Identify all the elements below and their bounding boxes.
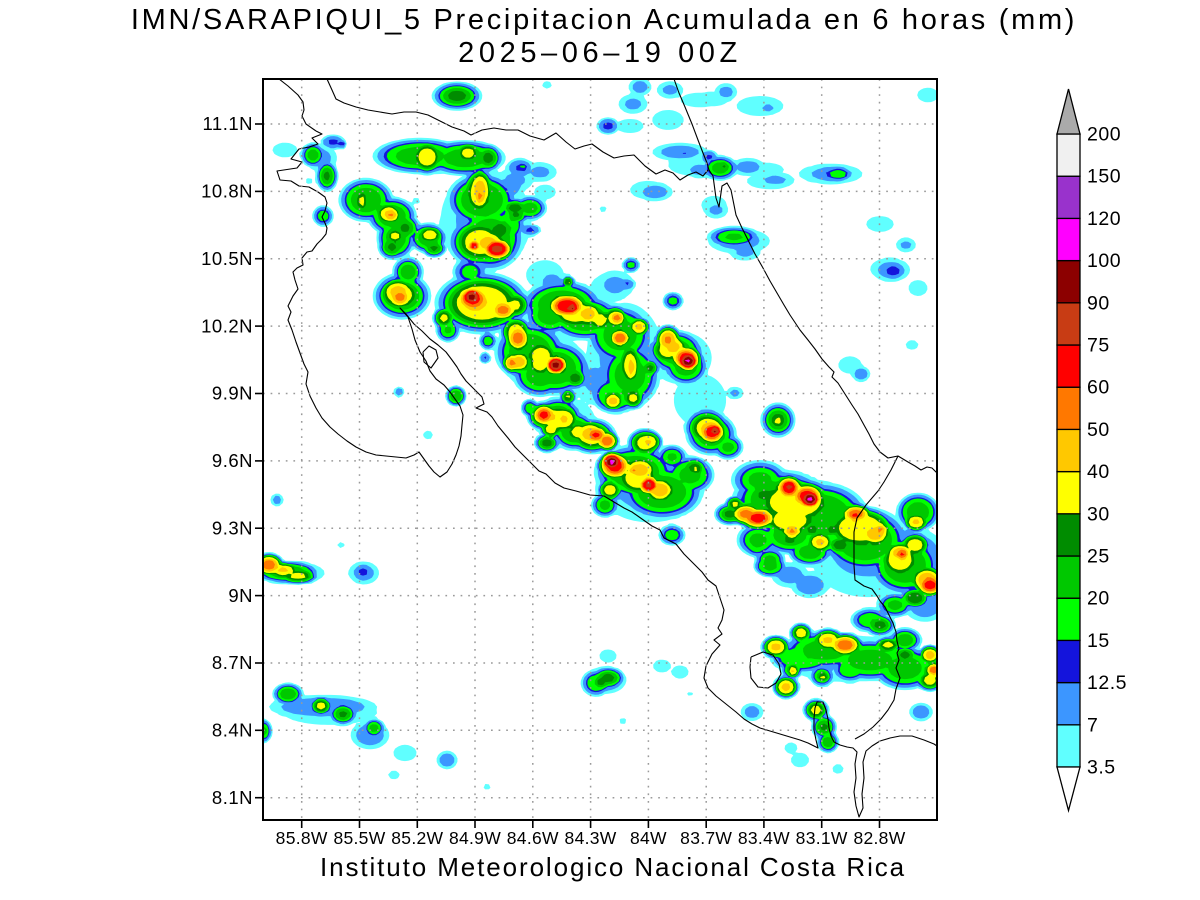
- svg-text:IMN/SARAPIQUI_5 Precipitacion: IMN/SARAPIQUI_5 Precipitacion Acumulada …: [131, 4, 1077, 36]
- svg-text:30: 30: [1087, 503, 1110, 525]
- svg-text:200: 200: [1087, 124, 1121, 146]
- svg-text:85.8W: 85.8W: [276, 828, 328, 848]
- svg-text:85.5W: 85.5W: [333, 828, 385, 848]
- svg-text:9.6N: 9.6N: [212, 450, 253, 471]
- svg-text:84.9W: 84.9W: [449, 828, 501, 848]
- svg-text:15: 15: [1087, 630, 1110, 652]
- svg-text:10.5N: 10.5N: [201, 248, 253, 269]
- svg-text:25: 25: [1087, 546, 1110, 568]
- svg-text:82.8W: 82.8W: [853, 828, 905, 848]
- svg-text:100: 100: [1087, 250, 1121, 272]
- svg-text:12.5: 12.5: [1087, 672, 1127, 694]
- svg-text:Instituto Meteorologico Nacion: Instituto Meteorologico Nacional Costa R…: [320, 852, 906, 882]
- svg-text:85.2W: 85.2W: [391, 828, 443, 848]
- svg-text:84.6W: 84.6W: [507, 828, 559, 848]
- svg-text:90: 90: [1087, 292, 1110, 314]
- svg-text:8.7N: 8.7N: [212, 652, 253, 673]
- svg-text:7: 7: [1087, 714, 1098, 736]
- svg-text:2025–06–19 00Z: 2025–06–19 00Z: [458, 37, 742, 69]
- svg-text:83.4W: 83.4W: [738, 828, 790, 848]
- svg-text:84W: 84W: [630, 828, 667, 848]
- svg-text:50: 50: [1087, 419, 1110, 441]
- svg-text:83.1W: 83.1W: [796, 828, 848, 848]
- svg-text:40: 40: [1087, 461, 1110, 483]
- svg-text:120: 120: [1087, 208, 1121, 230]
- svg-text:9.9N: 9.9N: [212, 383, 253, 404]
- svg-text:10.2N: 10.2N: [201, 315, 253, 336]
- svg-text:10.8N: 10.8N: [201, 181, 253, 202]
- svg-text:9N: 9N: [228, 585, 253, 606]
- svg-text:75: 75: [1087, 335, 1110, 357]
- svg-text:8.4N: 8.4N: [212, 720, 253, 741]
- svg-text:60: 60: [1087, 377, 1110, 399]
- svg-text:83.7W: 83.7W: [680, 828, 732, 848]
- svg-text:150: 150: [1087, 166, 1121, 188]
- svg-text:11.1N: 11.1N: [203, 113, 254, 134]
- svg-text:84.3W: 84.3W: [565, 828, 617, 848]
- svg-text:8.1N: 8.1N: [212, 787, 253, 808]
- svg-text:20: 20: [1087, 588, 1110, 610]
- svg-text:3.5: 3.5: [1087, 757, 1116, 779]
- svg-text:9.3N: 9.3N: [212, 517, 253, 538]
